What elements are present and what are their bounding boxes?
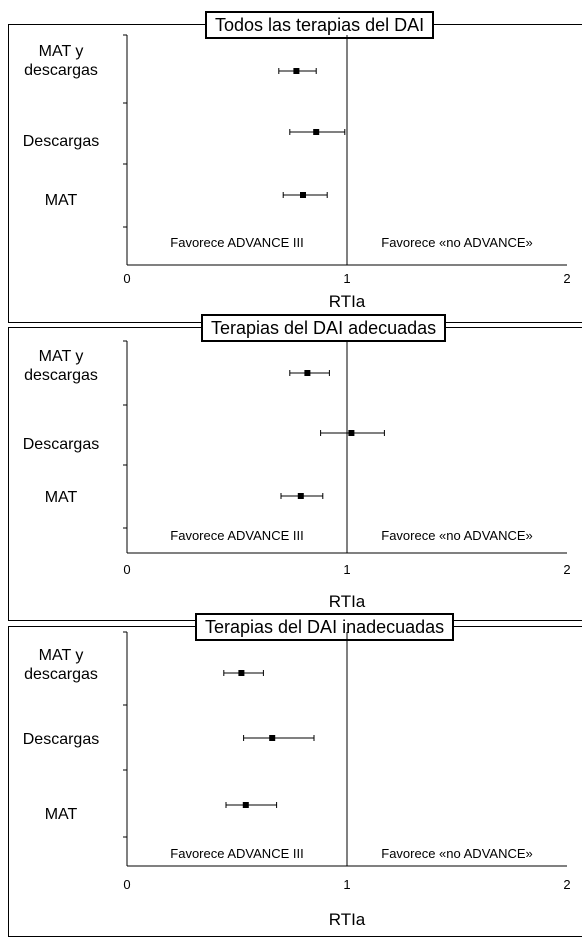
favors-left-label: Favorece ADVANCE III [170, 235, 303, 250]
point-estimate [304, 370, 311, 376]
point-estimate [313, 129, 320, 135]
favors-right-label: Favorece «no ADVANCE» [381, 528, 533, 543]
x-tick-label: 0 [123, 877, 130, 892]
x-tick-label: 2 [563, 877, 570, 892]
forest-panel-appropriate-therapies: Terapias del DAI adecuadas 0 1 2 RTIa Favore… [8, 314, 582, 621]
x-axis-title: RTIa [329, 592, 366, 611]
x-tick-label: 1 [343, 877, 350, 892]
x-tick-label: 1 [343, 562, 350, 577]
category-label: MAT [45, 489, 78, 506]
favors-right-label: Favorece «no ADVANCE» [381, 235, 533, 250]
point-estimate [269, 735, 276, 741]
point-estimate [238, 670, 245, 676]
x-tick-label: 2 [563, 271, 570, 286]
forest-plot: 0 1 2 RTIa Favorece ADVANCE III Favorece «no … [23, 631, 571, 929]
x-tick-label: 2 [563, 562, 570, 577]
panel-title: Todos las terapias del DAI [205, 11, 435, 39]
point-estimate [348, 430, 355, 436]
forest-plot: 0 1 2 RTIa Favorece ADVANCE III Favorece «no … [23, 340, 571, 611]
x-axis-title: RTIa [329, 292, 366, 311]
favors-left-label: Favorece ADVANCE III [170, 528, 303, 543]
category-label: MAT y descargas [24, 647, 98, 683]
panel-title: Terapias del DAI inadecuadas [195, 613, 455, 641]
category-label: Descargas [23, 133, 99, 150]
category-label: MAT y descargas [24, 43, 98, 79]
panel-title: Terapias del DAI adecuadas [201, 314, 447, 342]
point-estimate [297, 493, 304, 499]
point-estimate [300, 192, 306, 198]
category-label: MAT [45, 192, 78, 209]
category-label: MAT y descargas [24, 348, 98, 384]
favors-right-label: Favorece «no ADVANCE» [381, 846, 533, 861]
x-tick-label: 1 [343, 271, 350, 286]
x-tick-label: 0 [123, 562, 130, 577]
point-estimate [242, 802, 249, 808]
forest-panel-all-therapies: Todos las terapias del DAI 0 1 2 RTIa Favore… [8, 11, 582, 323]
forest-plot: 0 1 2 RTIa Favorece ADVANCE III Favorece «no … [23, 34, 571, 311]
x-axis-title: RTIa [329, 910, 366, 929]
category-label: Descargas [23, 436, 99, 453]
point-estimate [293, 68, 300, 74]
forest-panel-inappropriate-therapies: Terapias del DAI inadecuadas 0 1 2 RTIa Favo… [8, 613, 582, 937]
x-tick-label: 0 [123, 271, 130, 286]
favors-left-label: Favorece ADVANCE III [170, 846, 303, 861]
category-label: MAT [45, 806, 78, 823]
category-label: Descargas [23, 731, 99, 748]
